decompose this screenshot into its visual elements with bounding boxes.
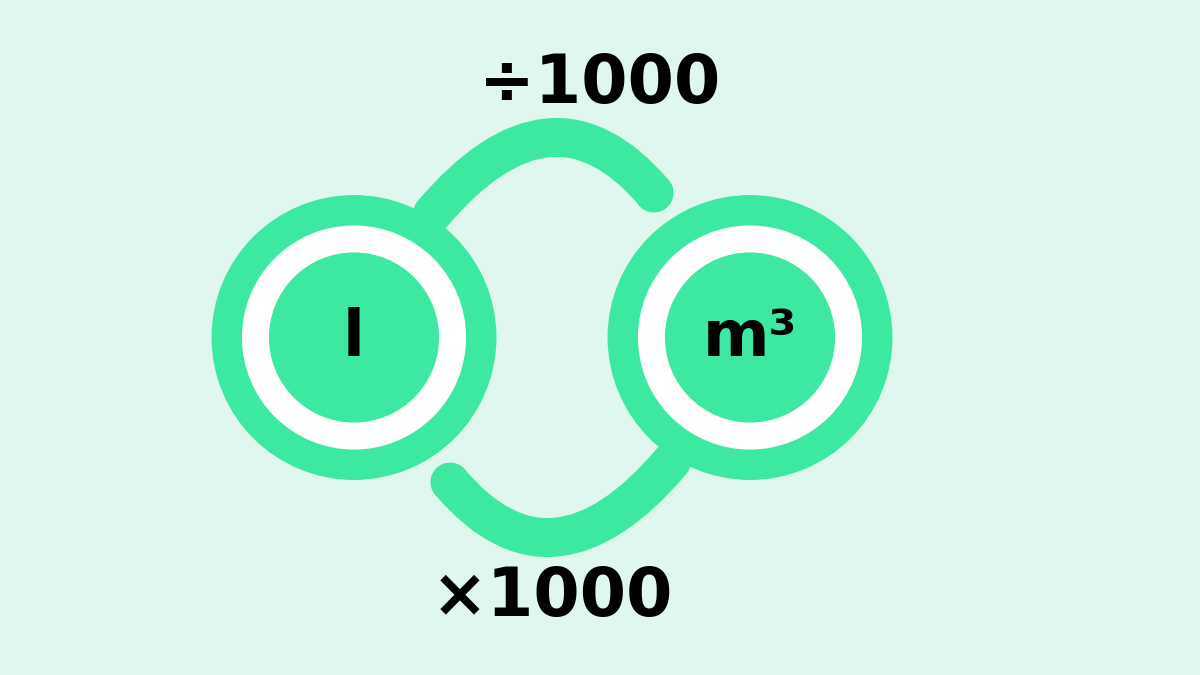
Text: ÷1000: ÷1000: [479, 51, 721, 117]
Text: l: l: [343, 306, 365, 369]
Circle shape: [270, 253, 438, 422]
Circle shape: [638, 226, 862, 449]
Circle shape: [212, 196, 496, 479]
FancyArrowPatch shape: [450, 461, 672, 537]
Circle shape: [608, 196, 892, 479]
Circle shape: [242, 226, 466, 449]
Text: ×1000: ×1000: [431, 564, 673, 630]
FancyArrowPatch shape: [432, 138, 654, 214]
Circle shape: [666, 253, 834, 422]
Text: m³: m³: [703, 306, 797, 369]
